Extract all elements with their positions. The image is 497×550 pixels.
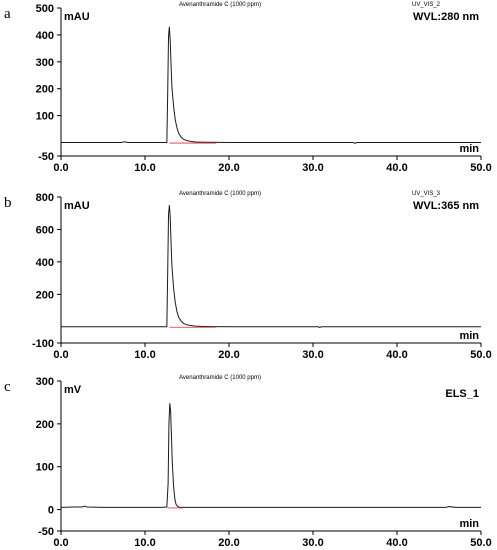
x-unit-label: min xyxy=(459,518,479,530)
x-tick-label: 50.0 xyxy=(470,537,491,549)
y-tick-label: 800 xyxy=(36,192,54,204)
x-tick-label: 0.0 xyxy=(53,162,68,174)
y-tick-label: 100 xyxy=(36,462,54,474)
x-tick-label: 50.0 xyxy=(470,349,491,361)
x-tick-label: 10.0 xyxy=(134,162,155,174)
y-tick-label: -50 xyxy=(38,526,54,538)
wavelength-label: WVL:365 nm xyxy=(413,200,479,212)
x-tick-label: 10.0 xyxy=(134,537,155,549)
y-tick-label: 300 xyxy=(36,376,54,388)
y-unit-label: mAU xyxy=(64,200,90,212)
panel-label: a xyxy=(4,6,11,22)
panel-c: c Avenanthramide C (1000 ppm) mV ELS_1 m… xyxy=(4,375,492,549)
chart-title: Avenanthramide C (1000 ppm) xyxy=(179,2,261,8)
y-tick-label: 500 xyxy=(36,3,54,15)
x-tick-label: 30.0 xyxy=(302,349,323,361)
panel-a: a Avenanthramide C (1000 ppm) UV_VIS_2 m… xyxy=(4,2,492,174)
channel-label: UV_VIS_3 xyxy=(412,191,441,197)
y-tick-label: 400 xyxy=(36,257,54,269)
x-tick-label: 0.0 xyxy=(53,537,68,549)
y-tick-label: 300 xyxy=(36,57,54,69)
x-tick-label: 40.0 xyxy=(386,349,407,361)
x-tick-label: 50.0 xyxy=(470,162,491,174)
x-tick-label: 20.0 xyxy=(218,537,239,549)
y-tick-label: 400 xyxy=(36,30,54,42)
x-unit-label: min xyxy=(459,330,479,342)
x-tick-label: 30.0 xyxy=(302,162,323,174)
chart-title: Avenanthramide C (1000 ppm) xyxy=(179,191,261,197)
x-tick-label: 0.0 xyxy=(53,349,68,361)
y-unit-label: mAU xyxy=(64,11,90,23)
x-tick-label: 20.0 xyxy=(218,162,239,174)
panel-label: b xyxy=(4,195,12,211)
wavelength-label: WVL:280 nm xyxy=(413,11,479,23)
y-tick-label: 100 xyxy=(36,111,54,123)
x-tick-label: 10.0 xyxy=(134,349,155,361)
x-tick-label: 40.0 xyxy=(386,162,407,174)
y-tick-label: -50 xyxy=(38,151,54,163)
y-tick-label: 200 xyxy=(36,84,54,96)
y-tick-label: 0 xyxy=(48,505,54,517)
chromatogram-trace xyxy=(60,403,481,508)
x-unit-label: min xyxy=(459,143,479,155)
y-unit-label: mV xyxy=(64,384,82,396)
channel-label: UV_VIS_2 xyxy=(412,2,441,8)
panel-label: c xyxy=(4,379,11,395)
panel-b: b Avenanthramide C (1000 ppm) UV_VIS_3 m… xyxy=(4,191,492,361)
x-tick-label: 40.0 xyxy=(386,537,407,549)
x-tick-label: 20.0 xyxy=(218,349,239,361)
y-tick-label: 200 xyxy=(36,419,54,431)
y-tick-label: 200 xyxy=(36,289,54,301)
x-tick-label: 30.0 xyxy=(302,537,323,549)
y-tick-label: -100 xyxy=(32,338,54,350)
chromatogram-trace xyxy=(61,26,481,144)
chromatogram-trace xyxy=(61,205,481,328)
chart-title: Avenanthramide C (1000 ppm) xyxy=(179,375,261,381)
channel-label: ELS_1 xyxy=(445,388,479,400)
y-tick-label: 600 xyxy=(36,224,54,236)
